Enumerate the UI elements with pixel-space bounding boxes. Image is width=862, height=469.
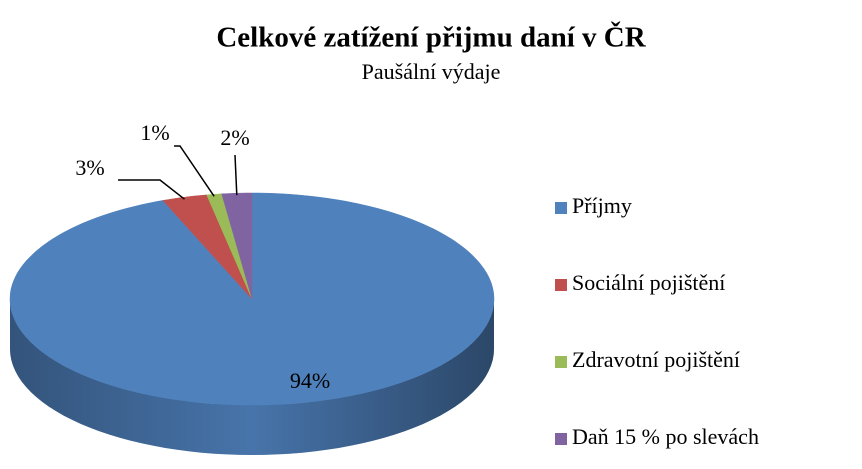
legend-swatch (555, 202, 567, 214)
chart-subtitle: Paušální výdaje (362, 59, 501, 84)
leader-line (234, 154, 238, 196)
chart-title: Celkové zatížení přijmu daní v ČR (216, 21, 646, 54)
data-label: 2% (220, 125, 249, 150)
data-label: 94% (290, 368, 330, 393)
data-label: 1% (140, 120, 169, 145)
legend-label: Příjmy (572, 193, 632, 218)
legend-swatch (555, 433, 567, 445)
legend-swatch (555, 279, 567, 291)
legend-swatch (555, 356, 567, 368)
slice-side-shade (10, 299, 494, 455)
pie: 94% 3% 1% 2% (9, 120, 495, 455)
legend: Příjmy Sociální pojištění Zdravotní pojišt… (555, 193, 759, 449)
data-label: 3% (75, 155, 104, 180)
leader-line (174, 145, 215, 197)
legend-label: Sociální pojištění (572, 270, 725, 295)
legend-label: Daň 15 % po slevách (572, 424, 759, 449)
slice (162, 194, 253, 300)
leader-line (118, 179, 185, 200)
legend-label: Zdravotní pojištění (572, 347, 740, 372)
